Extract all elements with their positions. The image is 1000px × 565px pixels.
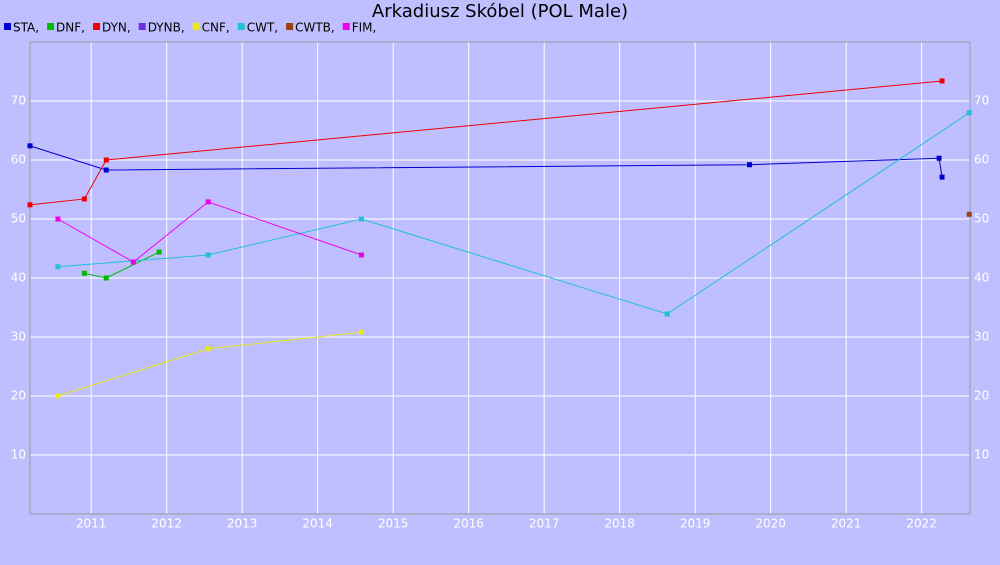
x-tick-label: 2021 xyxy=(831,517,862,531)
point xyxy=(81,270,87,276)
y-tick-label: 20 xyxy=(11,389,26,403)
point xyxy=(55,264,61,270)
plot-border xyxy=(29,41,971,515)
point xyxy=(103,167,109,173)
point xyxy=(205,346,211,352)
legend-label: STA, xyxy=(13,21,39,35)
legend-swatch xyxy=(192,23,200,30)
legend-label: CWT, xyxy=(247,21,278,35)
point xyxy=(358,216,364,222)
point xyxy=(358,329,364,335)
point xyxy=(55,216,61,222)
x-tick-label: 2012 xyxy=(151,517,182,531)
legend-swatch xyxy=(286,23,294,30)
legend-swatch xyxy=(4,23,11,30)
x-tick-label: 2015 xyxy=(378,517,409,531)
x-tick-label: 2022 xyxy=(906,517,937,531)
point xyxy=(156,249,162,255)
point xyxy=(103,157,109,163)
y-tick-label: 40 xyxy=(11,271,26,285)
point xyxy=(358,252,364,258)
y-tick-label-right: 40 xyxy=(974,271,989,285)
y-tick-label-right: 50 xyxy=(974,212,989,226)
x-tick-label: 2020 xyxy=(755,517,786,531)
y-tick-label-right: 30 xyxy=(974,330,989,344)
point xyxy=(966,110,972,116)
point xyxy=(55,393,61,399)
y-tick-label-right: 60 xyxy=(974,153,989,167)
point xyxy=(130,259,136,265)
legend-swatch xyxy=(342,23,350,30)
chart-title: Arkadiusz Skóbel (POL Male) xyxy=(372,1,628,22)
legend-swatch xyxy=(237,23,245,30)
series-line xyxy=(57,201,362,263)
point xyxy=(966,211,972,217)
point xyxy=(664,311,670,317)
legend-swatch xyxy=(92,23,100,30)
y-tick-label: 60 xyxy=(11,153,26,167)
y-tick-label: 50 xyxy=(11,212,26,226)
point xyxy=(27,143,33,149)
y-tick-label: 30 xyxy=(11,330,26,344)
y-tick-label-right: 20 xyxy=(974,389,989,403)
legend-label: CNF, xyxy=(202,21,230,35)
legend-label: CWTB, xyxy=(295,21,335,35)
y-tick-label-right: 70 xyxy=(974,94,989,108)
y-tick-label-right: 10 xyxy=(974,448,989,462)
legend-label: DNF, xyxy=(56,21,85,35)
x-tick-label: 2013 xyxy=(227,517,258,531)
series-line xyxy=(29,80,943,206)
x-tick-label: 2017 xyxy=(529,517,560,531)
point xyxy=(939,78,945,84)
point xyxy=(103,275,109,281)
legend-swatch xyxy=(47,23,55,30)
point xyxy=(205,199,211,205)
y-tick-label: 70 xyxy=(11,94,26,108)
point xyxy=(205,252,211,258)
point xyxy=(939,174,945,180)
x-tick-label: 2019 xyxy=(680,517,711,531)
x-tick-label: 2018 xyxy=(604,517,635,531)
legend-label: DYN, xyxy=(102,21,131,35)
legend-label: FIM, xyxy=(352,21,377,35)
legend-swatch xyxy=(138,23,146,30)
point xyxy=(27,202,33,208)
point xyxy=(81,196,87,202)
point xyxy=(747,162,753,168)
x-tick-label: 2016 xyxy=(453,517,484,531)
point xyxy=(936,155,942,161)
x-tick-label: 2014 xyxy=(302,517,333,531)
y-tick-label: 10 xyxy=(11,448,26,462)
x-tick-label: 2011 xyxy=(76,517,107,531)
legend-label: DYNB, xyxy=(148,21,185,35)
